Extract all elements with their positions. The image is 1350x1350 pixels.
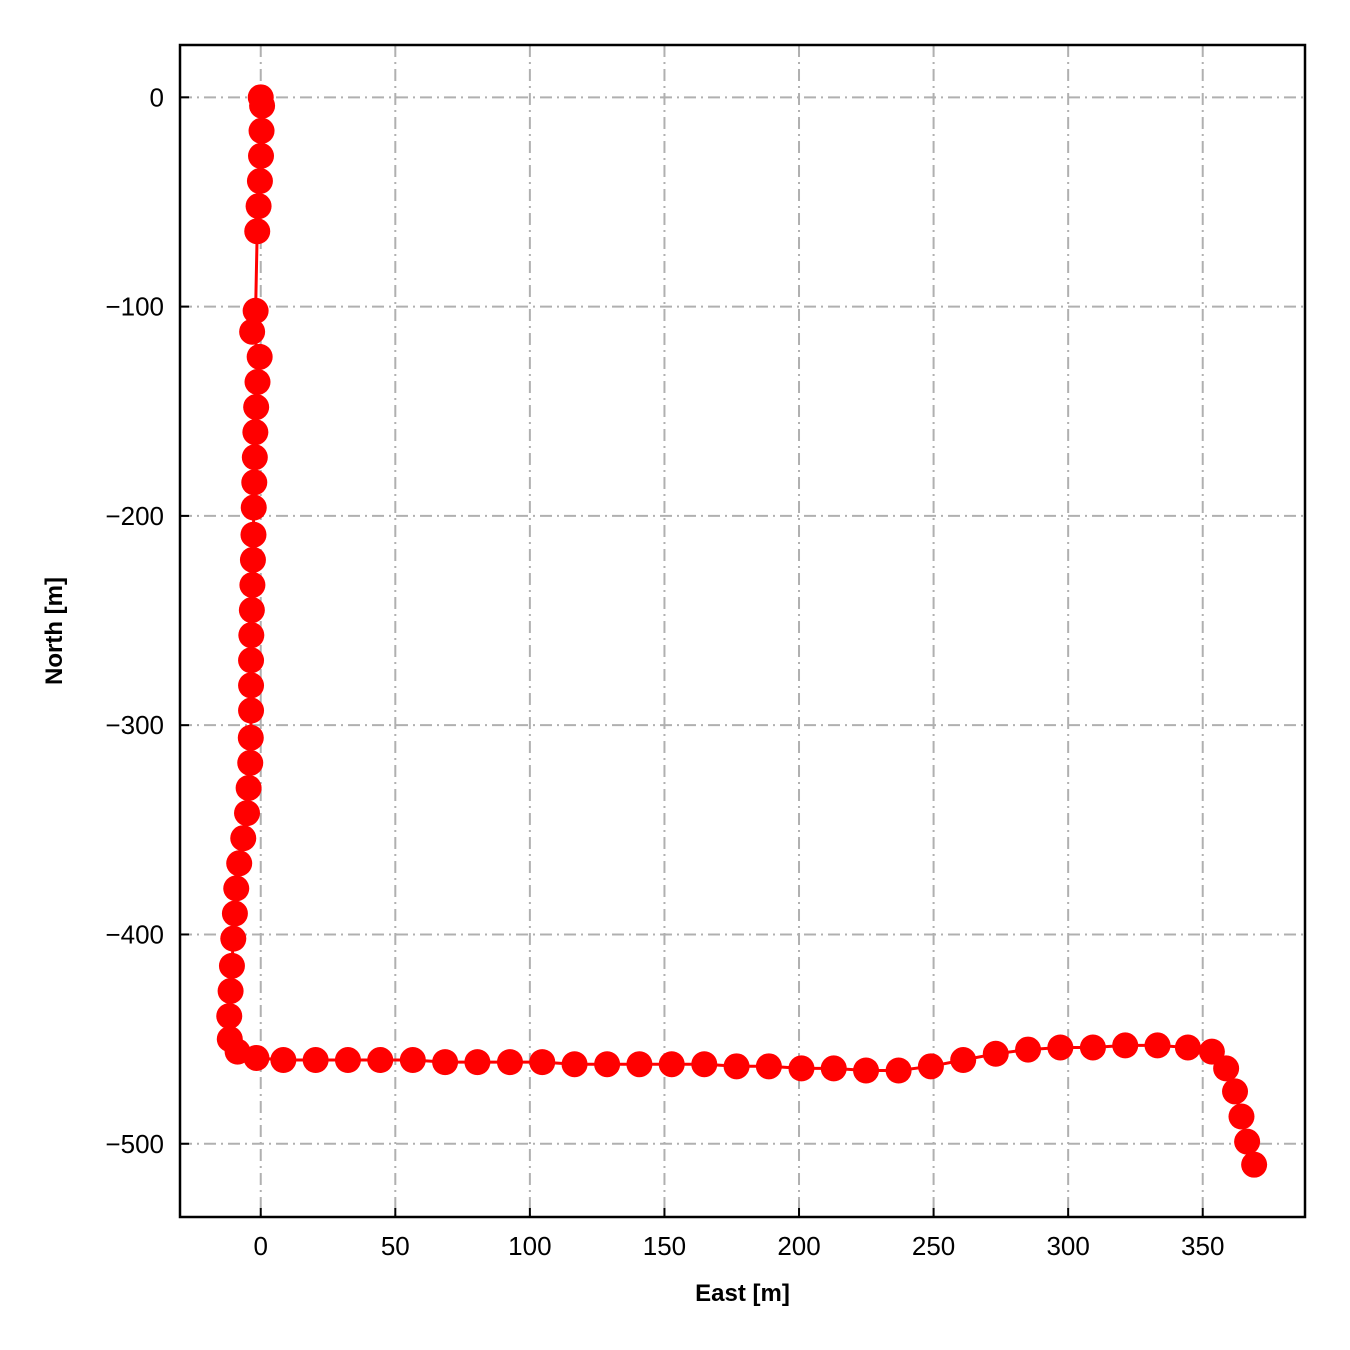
y-tick-label: −100	[105, 292, 164, 322]
tick-labels: 0 50 100 150 200 250 300 350 0 −100 −200 −300 −400 −5…	[105, 82, 1224, 1261]
trajectory-point	[216, 1003, 243, 1030]
trajectory-point	[245, 193, 272, 220]
trajectory-point	[755, 1053, 782, 1080]
y-tick-label: −500	[105, 1129, 164, 1159]
trajectory-point	[1222, 1078, 1249, 1105]
trajectory-point	[218, 952, 245, 979]
trajectory-point	[223, 875, 250, 902]
trajectory-point	[917, 1053, 944, 1080]
trajectory-point	[691, 1051, 718, 1078]
trajectory-point	[217, 977, 244, 1004]
trajectory-point	[238, 697, 265, 724]
trajectory-point	[1213, 1055, 1240, 1082]
trajectory-point	[242, 297, 269, 324]
trajectory-point	[238, 672, 265, 699]
x-tick-label: 150	[643, 1231, 686, 1261]
trajectory-point	[238, 597, 265, 624]
x-tick-label: 100	[508, 1231, 551, 1261]
trajectory-point	[788, 1055, 815, 1082]
trajectory-point	[302, 1047, 329, 1074]
trajectory-point	[220, 925, 247, 952]
y-axis-label: North [m]	[41, 577, 68, 685]
x-tick-label: 50	[381, 1231, 410, 1261]
trajectory-point	[246, 343, 273, 370]
trajectory-point	[1174, 1034, 1201, 1061]
trajectory-point	[1015, 1036, 1042, 1063]
trajectory-point	[241, 469, 268, 496]
trajectory-point	[885, 1057, 912, 1084]
trajectory-point	[1144, 1032, 1171, 1059]
trajectory-point	[226, 850, 253, 877]
x-tick-label: 200	[777, 1231, 820, 1261]
trajectory-point	[242, 419, 269, 446]
plot-frame	[178, 43, 1307, 1219]
trajectory-point	[249, 92, 276, 119]
trajectory-point	[1112, 1032, 1139, 1059]
series-layer	[216, 84, 1268, 1178]
trajectory-point	[334, 1047, 361, 1074]
trajectory-point	[399, 1047, 426, 1074]
y-tick-label: −400	[105, 919, 164, 949]
trajectory-point	[626, 1051, 653, 1078]
x-tick-label: 0	[254, 1231, 268, 1261]
trajectory-point	[237, 749, 264, 776]
trajectory-point	[240, 494, 267, 521]
trajectory-point	[235, 774, 262, 801]
trajectory-point	[238, 647, 265, 674]
trajectory-point	[561, 1051, 588, 1078]
trajectory-point	[248, 117, 275, 144]
trajectory-point	[230, 825, 257, 852]
trajectory-point	[529, 1049, 556, 1076]
x-tick-label: 250	[912, 1231, 955, 1261]
trajectory-point	[239, 318, 266, 345]
trajectory-point	[237, 724, 264, 751]
trajectory-point	[464, 1049, 491, 1076]
x-tick-label: 300	[1046, 1231, 1089, 1261]
trajectory-point	[1228, 1103, 1255, 1130]
trajectory-point	[1234, 1128, 1261, 1155]
trajectory-point	[238, 622, 265, 649]
trajectory-point	[658, 1051, 685, 1078]
trajectory-point	[982, 1040, 1009, 1067]
trajectory-point	[244, 218, 271, 245]
y-tick-label: −300	[105, 710, 164, 740]
y-tick-label: −200	[105, 501, 164, 531]
trajectory-point	[820, 1055, 847, 1082]
trajectory-point	[239, 546, 266, 573]
trajectory-point	[853, 1057, 880, 1084]
trajectory-point	[244, 368, 271, 395]
trajectory-point	[950, 1047, 977, 1074]
x-axis-label: East [m]	[695, 1280, 790, 1307]
trajectory-point	[243, 394, 270, 421]
trajectory-point	[270, 1047, 297, 1074]
x-tick-label: 350	[1181, 1231, 1224, 1261]
trajectory-point	[594, 1051, 621, 1078]
trajectory-point	[1241, 1151, 1268, 1178]
trajectory-point	[221, 900, 248, 927]
y-tick-label: 0	[150, 82, 164, 112]
trajectory-point	[1079, 1034, 1106, 1061]
trajectory-point	[243, 1044, 270, 1071]
trajectory-point	[240, 521, 267, 548]
grid-lines	[180, 45, 1305, 1217]
trajectory-point	[432, 1049, 459, 1076]
trajectory-point	[246, 168, 273, 195]
tick-marks	[180, 96, 1204, 1217]
trajectory-point	[723, 1053, 750, 1080]
trajectory-point	[367, 1047, 394, 1074]
trajectory-point	[234, 800, 261, 827]
trajectory-point	[239, 571, 266, 598]
trajectory-point	[248, 142, 275, 169]
trajectory-point	[1047, 1034, 1074, 1061]
trajectory-point	[496, 1049, 523, 1076]
trajectory-point	[241, 444, 268, 471]
